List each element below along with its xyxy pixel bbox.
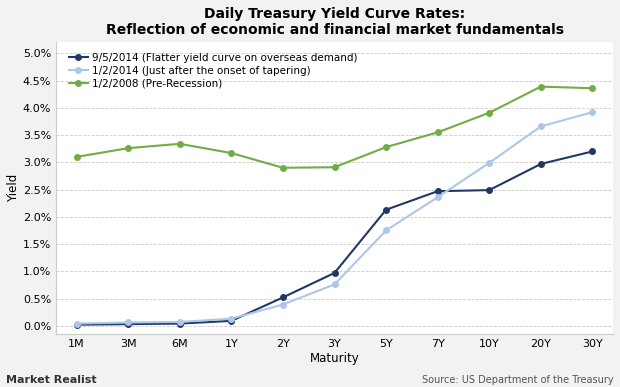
1/2/2008 (Pre-Recession) xyxy=(331,165,339,170)
Line: 1/2/2014 (Just after the onset of tapering): 1/2/2014 (Just after the onset of taperi… xyxy=(74,110,595,326)
9/5/2014 (Flatter yield curve on overseas demand) xyxy=(73,322,81,327)
9/5/2014 (Flatter yield curve on overseas demand) xyxy=(228,319,235,323)
1/2/2008 (Pre-Recession) xyxy=(176,142,184,146)
1/2/2014 (Just after the onset of tapering) xyxy=(125,320,132,325)
9/5/2014 (Flatter yield curve on overseas demand) xyxy=(331,271,339,275)
Line: 1/2/2008 (Pre-Recession): 1/2/2008 (Pre-Recession) xyxy=(74,84,595,171)
1/2/2008 (Pre-Recession) xyxy=(537,84,544,89)
1/2/2014 (Just after the onset of tapering) xyxy=(434,195,441,200)
9/5/2014 (Flatter yield curve on overseas demand) xyxy=(537,162,544,166)
9/5/2014 (Flatter yield curve on overseas demand) xyxy=(589,149,596,154)
1/2/2014 (Just after the onset of tapering) xyxy=(228,316,235,321)
1/2/2008 (Pre-Recession) xyxy=(485,110,493,115)
1/2/2008 (Pre-Recession) xyxy=(228,151,235,156)
Text: Source: US Department of the Treasury: Source: US Department of the Treasury xyxy=(422,375,614,385)
1/2/2008 (Pre-Recession) xyxy=(383,145,390,149)
1/2/2008 (Pre-Recession) xyxy=(434,130,441,135)
1/2/2014 (Just after the onset of tapering) xyxy=(331,282,339,287)
1/2/2014 (Just after the onset of tapering) xyxy=(73,321,81,326)
1/2/2014 (Just after the onset of tapering) xyxy=(279,302,286,307)
9/5/2014 (Flatter yield curve on overseas demand) xyxy=(434,189,441,194)
9/5/2014 (Flatter yield curve on overseas demand) xyxy=(383,207,390,212)
1/2/2014 (Just after the onset of tapering) xyxy=(485,161,493,165)
9/5/2014 (Flatter yield curve on overseas demand) xyxy=(279,295,286,300)
9/5/2014 (Flatter yield curve on overseas demand) xyxy=(125,322,132,327)
1/2/2014 (Just after the onset of tapering) xyxy=(176,320,184,324)
1/2/2014 (Just after the onset of tapering) xyxy=(383,228,390,233)
1/2/2008 (Pre-Recession) xyxy=(589,86,596,91)
Title: Daily Treasury Yield Curve Rates:
Reflection of economic and financial market fu: Daily Treasury Yield Curve Rates: Reflec… xyxy=(105,7,564,37)
9/5/2014 (Flatter yield curve on overseas demand) xyxy=(485,188,493,192)
1/2/2008 (Pre-Recession) xyxy=(73,154,81,159)
1/2/2008 (Pre-Recession) xyxy=(279,166,286,170)
1/2/2008 (Pre-Recession) xyxy=(125,146,132,151)
1/2/2014 (Just after the onset of tapering) xyxy=(537,124,544,129)
Y-axis label: Yield: Yield xyxy=(7,174,20,202)
1/2/2014 (Just after the onset of tapering) xyxy=(589,110,596,115)
Legend: 9/5/2014 (Flatter yield curve on overseas demand), 1/2/2014 (Just after the onse: 9/5/2014 (Flatter yield curve on oversea… xyxy=(67,51,360,91)
X-axis label: Maturity: Maturity xyxy=(309,351,360,365)
Text: Market Realist: Market Realist xyxy=(6,375,97,385)
Line: 9/5/2014 (Flatter yield curve on overseas demand): 9/5/2014 (Flatter yield curve on oversea… xyxy=(74,149,595,327)
9/5/2014 (Flatter yield curve on overseas demand) xyxy=(176,321,184,326)
